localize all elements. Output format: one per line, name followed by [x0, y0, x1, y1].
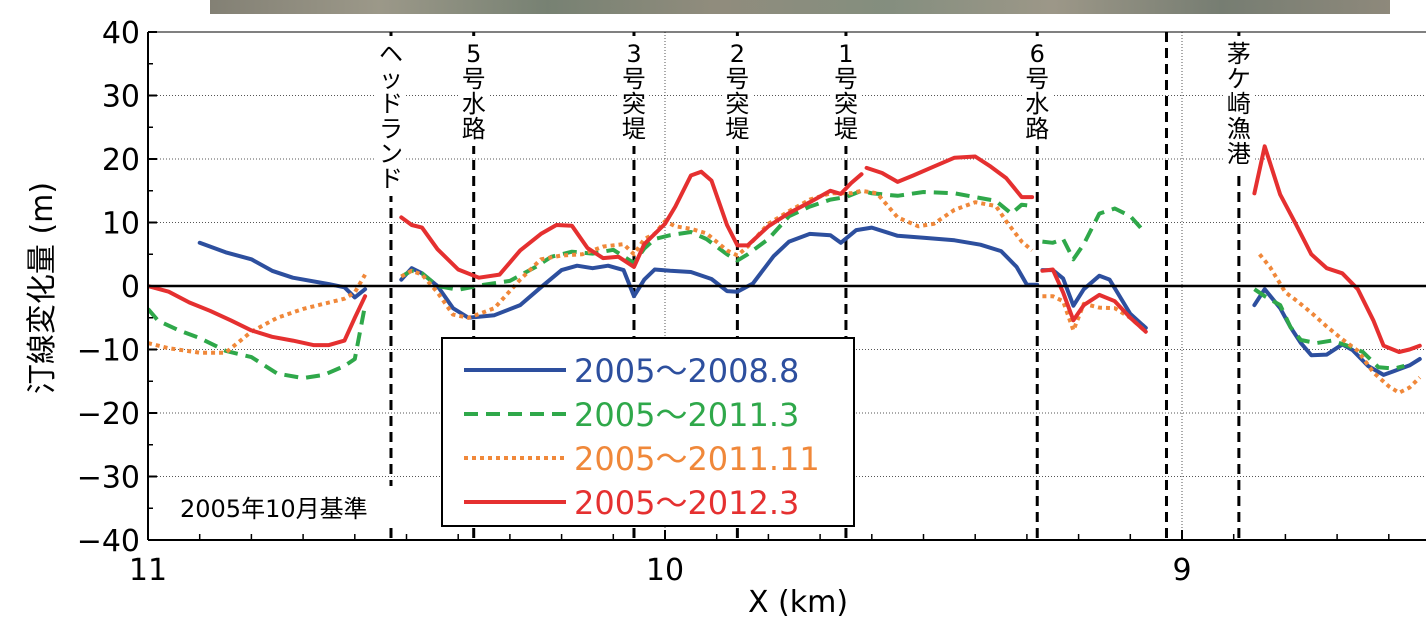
marker-label-char: 号	[725, 65, 749, 93]
series-line	[148, 273, 367, 355]
marker-label-char: ン	[379, 140, 403, 168]
y-tick-label: 30	[102, 80, 140, 115]
marker-label-char: 路	[1025, 115, 1049, 143]
marker-label-char: 突	[834, 90, 858, 118]
marker-label-char: 漁	[1227, 115, 1251, 143]
legend-label: 2005〜2008.8	[574, 352, 799, 390]
y-axis-ticks: 40 30 20 10 0 −10 −20 −30 −40	[77, 16, 157, 559]
series-line	[1252, 287, 1422, 377]
marker-label-char: 1	[838, 40, 853, 68]
series-line	[400, 188, 1033, 292]
marker-label-char: 号	[834, 65, 858, 93]
series-line	[1253, 287, 1405, 371]
marker-label-bg	[458, 36, 489, 146]
marker-label-char: 堤	[622, 115, 646, 143]
marker-label-bg	[1022, 36, 1053, 146]
marker-label-bg	[1223, 36, 1254, 171]
y-tick-label: −20	[77, 397, 140, 432]
marker-label-char: 崎	[1227, 90, 1251, 118]
marker-label-char: 突	[725, 90, 749, 118]
marker-label-char: ッ	[379, 65, 403, 93]
y-tick-label: 20	[102, 143, 140, 178]
marker-label-char: ラ	[379, 115, 403, 143]
legend-label: 2005〜2011.3	[574, 396, 799, 434]
legend-entry-3: 2005〜2011.11	[464, 440, 820, 478]
aerial-photo-strip	[210, 0, 1390, 14]
marker-label-bg	[618, 36, 649, 146]
series-line	[1042, 206, 1148, 262]
y-axis-title: 汀線変化量 (m)	[25, 182, 60, 394]
y-tick-label: −40	[77, 524, 140, 559]
marker-label-char: 号	[1025, 65, 1049, 93]
series-lines	[148, 144, 1422, 395]
y-tick-label: −30	[77, 461, 140, 496]
series-line	[1040, 267, 1148, 334]
legend-entry-1: 2005〜2008.8	[464, 352, 799, 390]
marker-label-bg	[375, 36, 406, 196]
x-axis-title: X (km)	[748, 585, 848, 620]
series-line	[197, 240, 368, 300]
marker-label-char: 2	[730, 40, 745, 68]
series-line	[399, 169, 864, 280]
legend-label: 2005〜2012.3	[574, 484, 799, 522]
legend: 2005〜2008.8 2005〜2011.3 2005〜2011.11 2005〜2…	[441, 337, 855, 527]
y-tick-label: 0	[121, 270, 140, 305]
series-line	[864, 154, 1035, 200]
x-tick-label: 10	[646, 553, 684, 588]
series-2	[148, 188, 1405, 381]
marker-label-char: 堤	[725, 115, 749, 143]
marker-label-char: 路	[462, 115, 486, 143]
series-line	[400, 188, 1034, 320]
y-tick-label: 10	[102, 207, 140, 242]
marker-label-char: 号	[622, 65, 646, 93]
marker-label-char: 突	[622, 90, 646, 118]
reference-note: 2005年10月基準	[180, 495, 368, 523]
series-line	[1252, 144, 1422, 354]
series-4	[148, 144, 1422, 354]
legend-entry-4: 2005〜2012.3	[464, 484, 799, 522]
reference-note-box: 2005年10月基準	[172, 486, 426, 526]
y-tick-label: −10	[77, 334, 140, 369]
series-line	[148, 304, 368, 381]
marker-label-bg	[830, 36, 861, 146]
x-axis-ticks: 11 10 9	[129, 530, 1390, 588]
legend-label: 2005〜2011.11	[574, 440, 820, 478]
series-line	[148, 284, 368, 348]
y-tick-label: 40	[102, 16, 140, 51]
marker-label-char: ド	[379, 90, 403, 118]
marker-label-char: 港	[1227, 140, 1251, 168]
x-tick-label: 11	[129, 553, 167, 588]
x-tick-label: 9	[1172, 553, 1191, 588]
marker-label-char: 堤	[834, 115, 858, 143]
marker-label-char: 水	[462, 90, 486, 118]
marker-label-char: 6	[1030, 40, 1045, 68]
marker-label-bg	[722, 36, 753, 146]
marker-label-char: 5	[466, 40, 481, 68]
marker-label-char: ド	[379, 165, 403, 193]
marker-label-char: ケ	[1227, 65, 1251, 93]
series-line	[399, 225, 1040, 320]
marker-label-char: 水	[1025, 90, 1049, 118]
marker-label-char: 号	[462, 65, 486, 93]
marker-label-char: ヘ	[379, 40, 403, 68]
marker-label-char: 3	[626, 40, 641, 68]
legend-entry-2: 2005〜2011.3	[464, 396, 799, 434]
marker-label-char: 茅	[1227, 40, 1251, 68]
